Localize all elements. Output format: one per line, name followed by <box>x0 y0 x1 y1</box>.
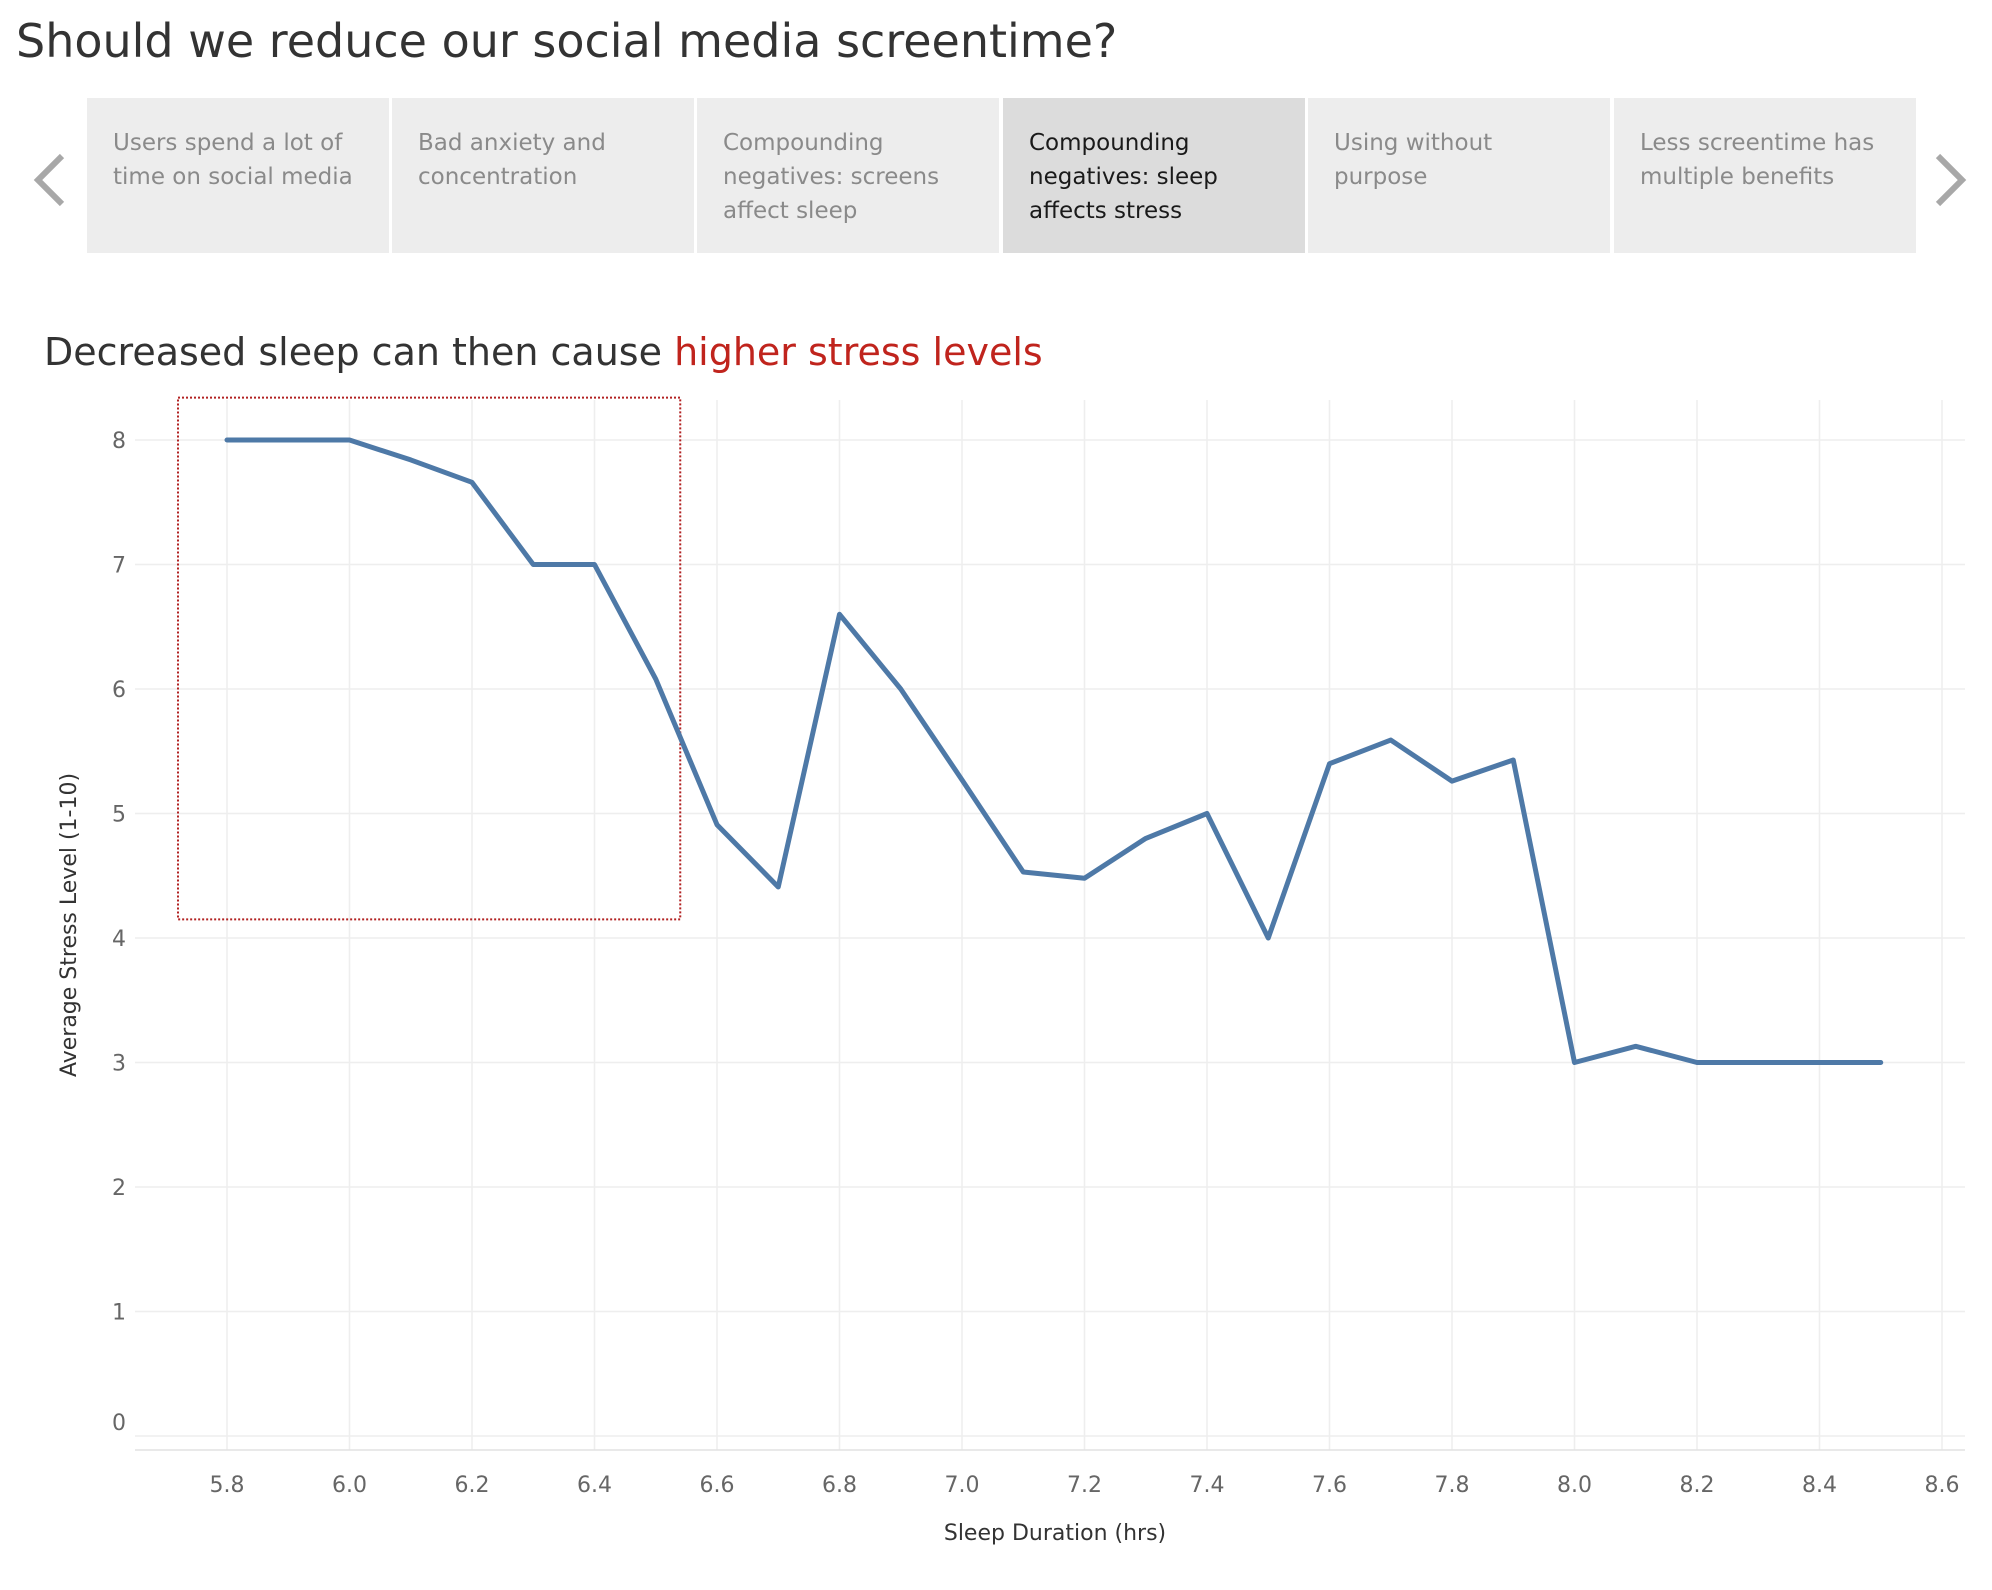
tab-sleep-affects-stress[interactable]: Compounding negatives: sleep affects str… <box>1003 98 1305 253</box>
x-tick-label: 6.4 <box>577 1473 612 1498</box>
subtitle-prefix: Decreased sleep can then cause <box>44 330 675 374</box>
y-axis-label: Average Stress Level (1-10) <box>57 773 82 1077</box>
y-tick-label: 4 <box>112 927 126 952</box>
y-tick-label: 3 <box>112 1052 126 1077</box>
y-tick-label: 5 <box>112 803 126 828</box>
tab-anxiety-concentration[interactable]: Bad anxiety and concentration <box>392 98 694 253</box>
x-tick-label: 8.2 <box>1680 1473 1715 1498</box>
y-tick-label: 1 <box>112 1301 126 1326</box>
x-tick-label: 6.6 <box>700 1473 735 1498</box>
y-tick-label: 6 <box>112 678 126 703</box>
x-tick-label: 7.6 <box>1312 1473 1347 1498</box>
series-line-layer <box>224 437 1884 1065</box>
x-tick-label: 8.0 <box>1557 1473 1592 1498</box>
previous-story-button[interactable] <box>22 140 82 220</box>
x-tick-label: 6.0 <box>332 1473 367 1498</box>
x-tick-label: 6.8 <box>822 1473 857 1498</box>
stress-series-line <box>224 437 1884 1065</box>
x-tick-label: 5.8 <box>210 1473 245 1498</box>
subtitle-highlight: higher stress levels <box>674 330 1043 374</box>
y-tick-label: 2 <box>112 1176 126 1201</box>
grid-lines <box>135 400 1965 1451</box>
tab-users-spend-time[interactable]: Users spend a lot of time on social medi… <box>87 98 389 253</box>
chevron-right-icon <box>1935 153 1967 207</box>
highlight-box-layer <box>177 396 682 921</box>
tab-screens-affect-sleep[interactable]: Compounding negatives: screens affect sl… <box>697 98 999 253</box>
x-tick-label: 8.6 <box>1925 1473 1960 1498</box>
y-tick-label: 8 <box>112 429 126 454</box>
x-axis-label: Sleep Duration (hrs) <box>944 1521 1166 1546</box>
tab-using-without-purpose[interactable]: Using without purpose <box>1308 98 1610 253</box>
y-tick-label: 7 <box>112 554 126 579</box>
x-tick-label: 7.2 <box>1067 1473 1102 1498</box>
x-tick-label: 7.4 <box>1190 1473 1225 1498</box>
chart-subtitle: Decreased sleep can then cause higher st… <box>44 330 1043 374</box>
x-tick-label: 7.8 <box>1435 1473 1470 1498</box>
y-tick-label: 0 <box>112 1411 126 1436</box>
x-tick-label: 8.4 <box>1802 1473 1837 1498</box>
chevron-left-icon <box>33 153 65 207</box>
x-tick-label: 7.0 <box>945 1473 980 1498</box>
page-title: Should we reduce our social media screen… <box>16 14 1118 68</box>
tick-labels: 5.8 6.0 6.2 6.4 6.6 6.8 7.0 7.2 7.4 7.6 7.8 8.0 8.2 8… <box>112 429 1960 1498</box>
highlight-box <box>177 396 682 921</box>
x-tick-label: 6.2 <box>455 1473 490 1498</box>
tab-less-screentime-benefits[interactable]: Less screentime has multiple benefits <box>1614 98 1916 253</box>
next-story-button[interactable] <box>1918 140 1978 220</box>
